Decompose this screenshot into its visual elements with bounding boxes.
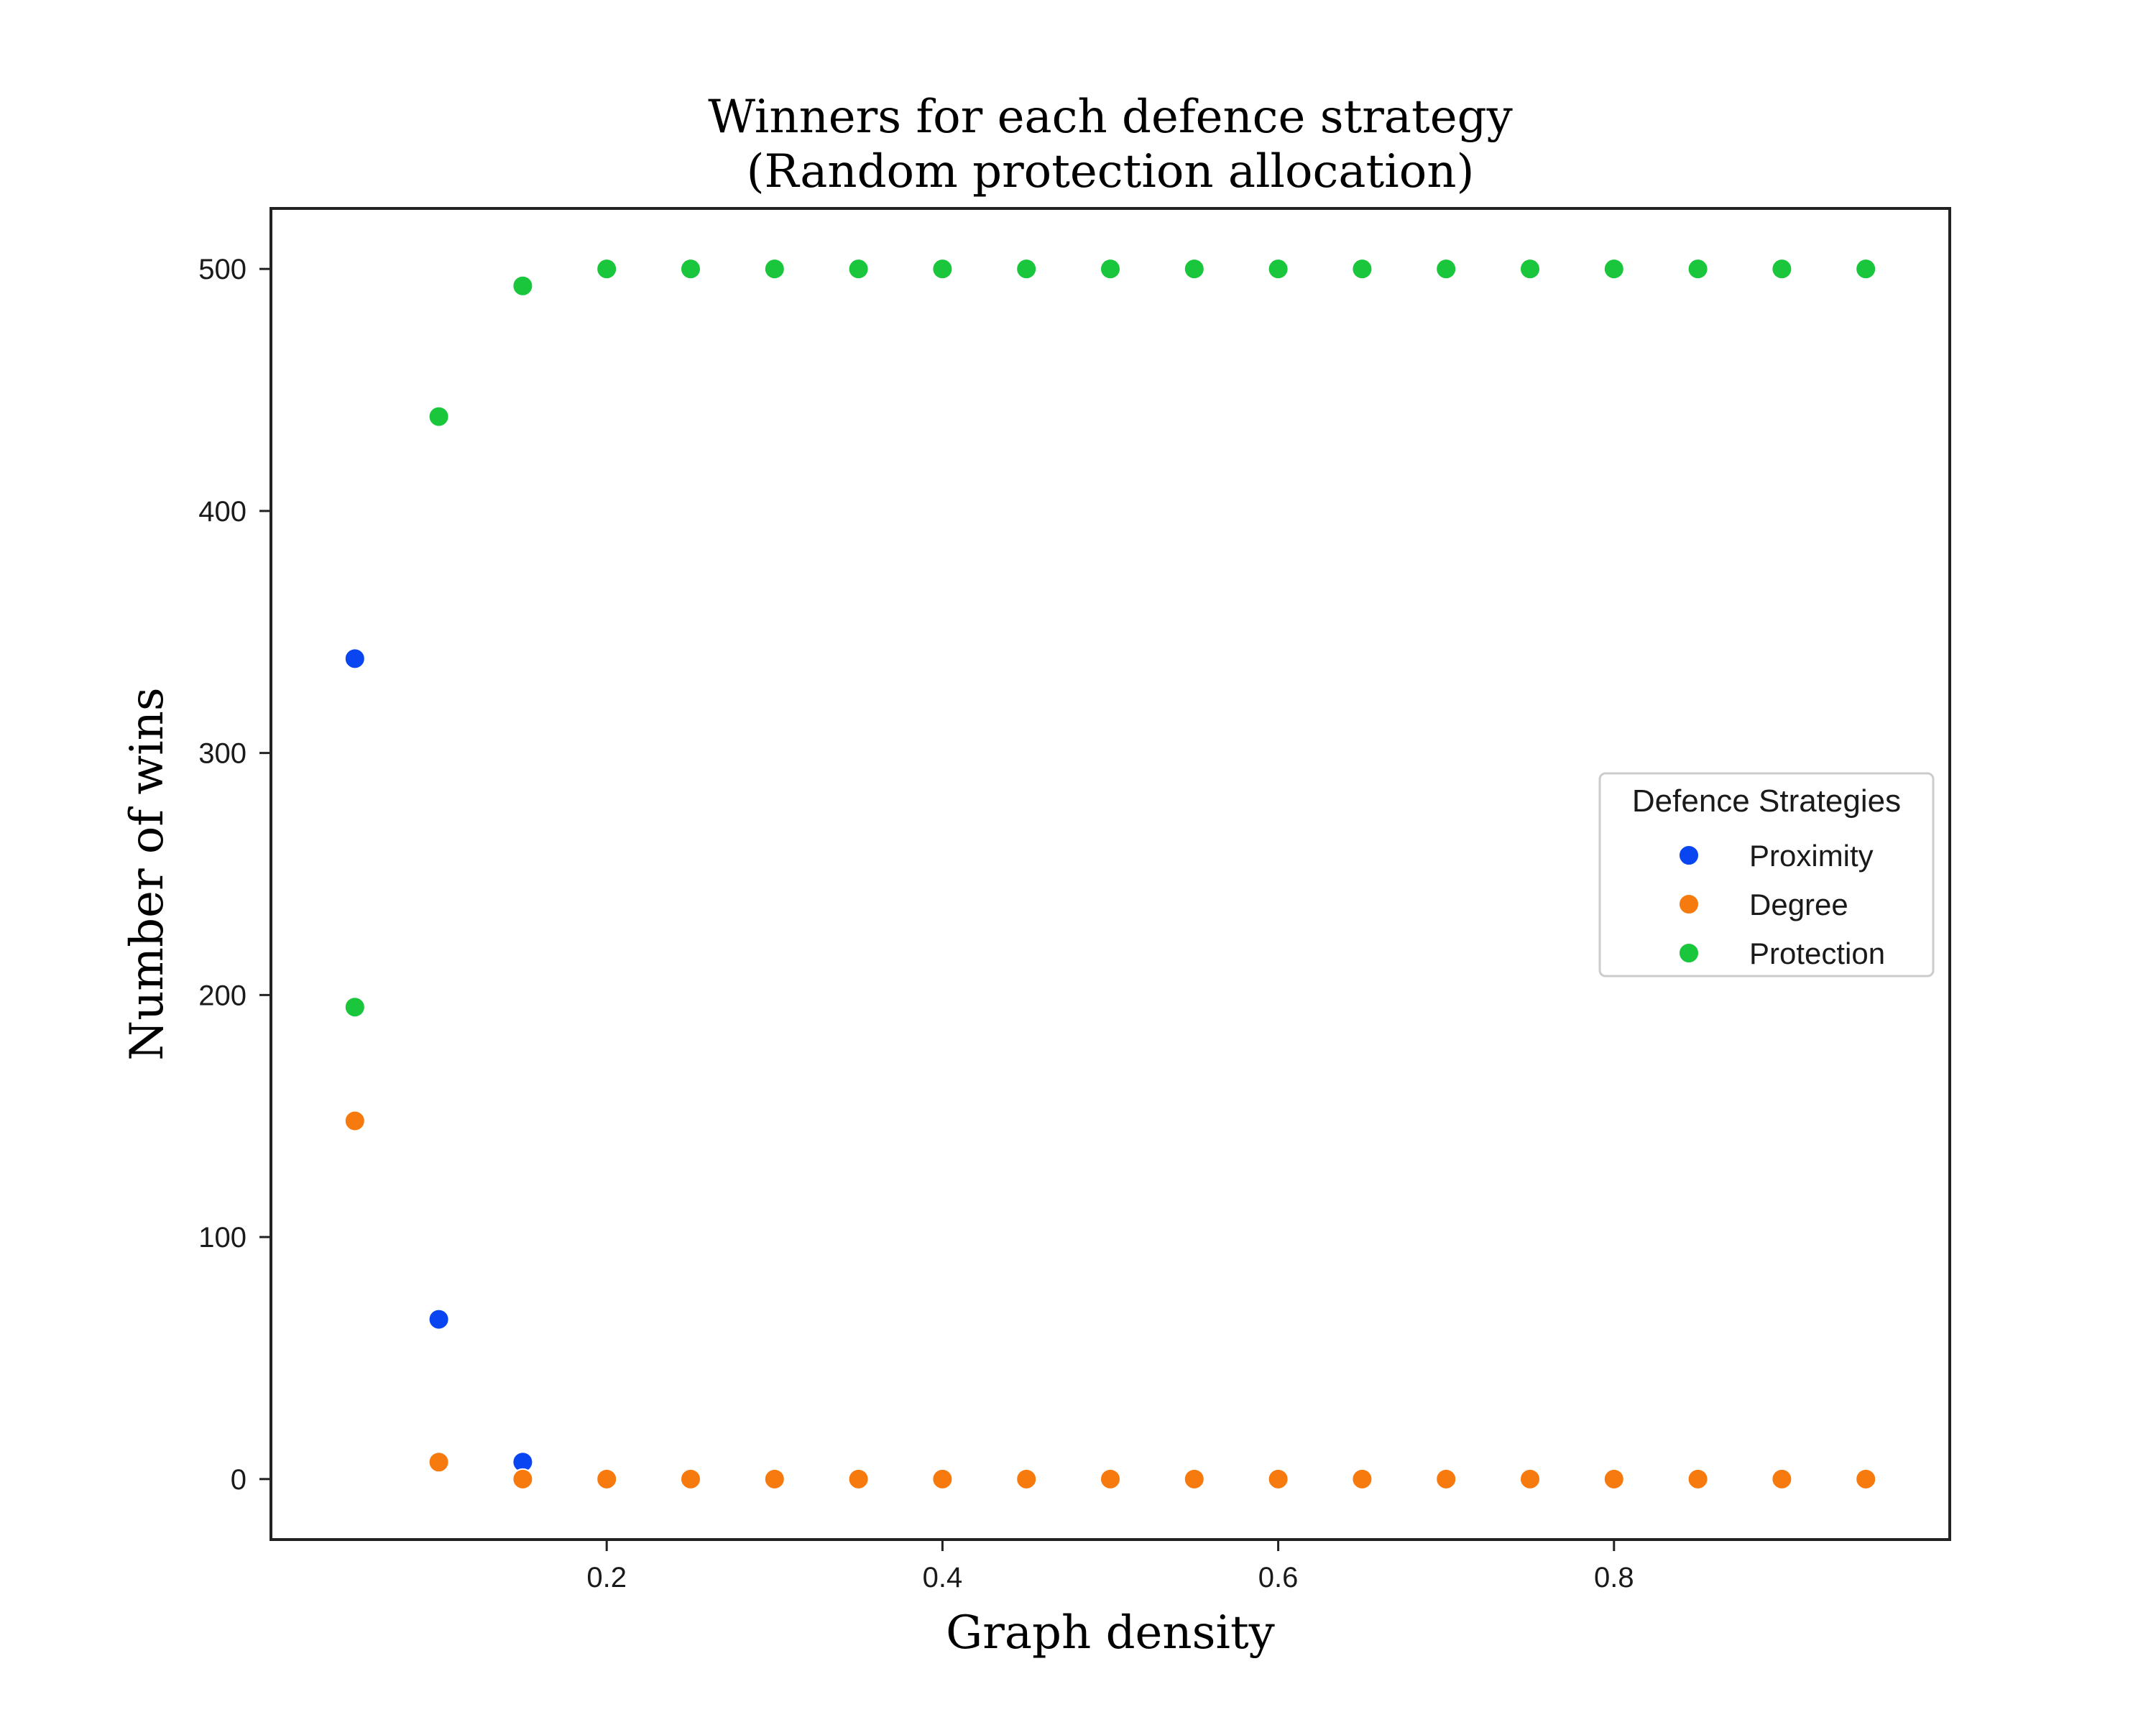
point-degree-1 <box>428 1451 450 1473</box>
point-protection-13 <box>1435 258 1457 280</box>
data-points <box>344 258 1877 1490</box>
plot-frame <box>270 207 1951 1541</box>
point-degree-6 <box>847 1468 870 1490</box>
point-protection-16 <box>1687 258 1709 280</box>
legend-label-proximity: Proximity <box>1749 839 1874 873</box>
y-tick-label: 200 <box>198 980 247 1011</box>
point-proximity-0 <box>344 648 366 670</box>
x-tick-label: 0.4 <box>923 1562 963 1593</box>
x-axis-label: Graph density <box>946 1606 1275 1660</box>
point-degree-16 <box>1687 1468 1709 1490</box>
point-protection-4 <box>680 258 701 280</box>
point-protection-17 <box>1771 258 1793 280</box>
axis-ticks: 0.2 0.4 0.6 0.8 0 100 200 300 400 500 <box>198 254 1634 1593</box>
x-tick-label: 0.2 <box>586 1562 627 1593</box>
point-protection-6 <box>847 258 870 280</box>
legend-label-degree: Degree <box>1749 888 1848 921</box>
legend-label-protection: Protection <box>1749 937 1885 970</box>
point-degree-11 <box>1267 1468 1289 1490</box>
legend-items: Proximity Degree Protection <box>1678 839 1885 970</box>
point-protection-11 <box>1267 258 1289 280</box>
legend: Defence Strategies Proximity Degree Protec… <box>1598 772 1935 978</box>
point-protection-14 <box>1519 258 1541 280</box>
x-tick-label: 0.8 <box>1594 1562 1634 1593</box>
point-protection-3 <box>596 258 618 280</box>
y-tick-label: 0 <box>231 1464 247 1496</box>
point-protection-15 <box>1603 258 1625 280</box>
y-tick-label: 500 <box>198 254 247 285</box>
chart-subtitle: (Random protection allocation) <box>747 145 1475 198</box>
point-protection-7 <box>931 258 954 280</box>
point-degree-18 <box>1855 1468 1877 1490</box>
point-protection-8 <box>1015 258 1038 280</box>
point-degree-14 <box>1519 1468 1541 1490</box>
point-protection-2 <box>512 275 534 297</box>
point-proximity-1 <box>428 1308 450 1330</box>
point-degree-13 <box>1435 1468 1457 1490</box>
point-degree-10 <box>1183 1468 1205 1490</box>
legend-marker-degree <box>1678 893 1700 915</box>
point-degree-8 <box>1015 1468 1038 1490</box>
legend-marker-protection <box>1678 942 1700 964</box>
legend-box <box>1598 772 1935 978</box>
chart-title: Winners for each defence strategy <box>708 91 1513 144</box>
point-degree-2 <box>512 1468 534 1490</box>
point-degree-12 <box>1351 1468 1373 1490</box>
y-tick-label: 300 <box>198 738 247 770</box>
point-protection-10 <box>1183 258 1205 280</box>
point-degree-0 <box>344 1110 366 1132</box>
point-protection-0 <box>344 996 366 1018</box>
x-tick-label: 0.6 <box>1258 1562 1299 1593</box>
legend-marker-proximity <box>1678 845 1700 866</box>
y-axis-label: Number of wins <box>121 687 174 1061</box>
point-protection-1 <box>428 405 450 428</box>
point-protection-9 <box>1100 258 1121 280</box>
point-protection-12 <box>1351 258 1373 280</box>
point-degree-3 <box>596 1468 618 1490</box>
point-protection-5 <box>763 258 786 280</box>
y-tick-label: 100 <box>198 1222 247 1254</box>
point-protection-18 <box>1855 258 1877 280</box>
point-degree-5 <box>763 1468 786 1490</box>
point-degree-9 <box>1100 1468 1121 1490</box>
point-degree-15 <box>1603 1468 1625 1490</box>
point-degree-17 <box>1771 1468 1793 1490</box>
legend-title: Defence Strategies <box>1632 783 1901 819</box>
point-degree-4 <box>680 1468 701 1490</box>
y-tick-label: 400 <box>198 496 247 528</box>
point-degree-7 <box>931 1468 954 1490</box>
